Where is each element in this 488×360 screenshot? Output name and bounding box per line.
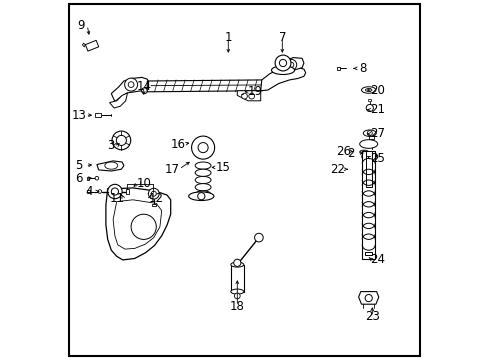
Bar (95, 113, 101, 117)
Circle shape (98, 190, 102, 193)
Polygon shape (109, 93, 127, 108)
Circle shape (366, 153, 372, 160)
Text: 9: 9 (77, 19, 84, 32)
Bar (87, 190, 89, 193)
Text: 3: 3 (107, 139, 114, 152)
Text: 20: 20 (369, 84, 385, 96)
Text: 25: 25 (369, 152, 385, 165)
Ellipse shape (230, 262, 244, 267)
Bar (125, 189, 129, 194)
Text: 6: 6 (75, 172, 82, 185)
Circle shape (111, 188, 118, 195)
Circle shape (288, 62, 293, 67)
Ellipse shape (359, 140, 377, 148)
Text: 5: 5 (75, 159, 82, 172)
Text: 13: 13 (71, 109, 86, 122)
Circle shape (128, 82, 134, 87)
Ellipse shape (188, 192, 213, 201)
Bar (365, 151, 371, 187)
Circle shape (191, 136, 214, 159)
Polygon shape (97, 161, 123, 171)
Ellipse shape (230, 289, 244, 294)
Ellipse shape (104, 162, 118, 169)
Circle shape (248, 93, 254, 99)
Text: 14: 14 (136, 80, 151, 93)
Polygon shape (106, 188, 170, 260)
Text: 18: 18 (229, 300, 244, 312)
Text: 10: 10 (136, 177, 151, 190)
Circle shape (131, 214, 156, 239)
Circle shape (279, 59, 286, 67)
Circle shape (366, 104, 373, 112)
Circle shape (148, 188, 159, 199)
Polygon shape (85, 40, 99, 51)
Ellipse shape (195, 176, 211, 184)
Polygon shape (358, 292, 378, 304)
Polygon shape (113, 200, 162, 249)
Text: 17: 17 (164, 163, 180, 176)
Circle shape (366, 131, 371, 136)
Circle shape (233, 259, 241, 266)
Circle shape (112, 131, 130, 150)
Text: 1: 1 (224, 31, 232, 44)
Bar (365, 252, 371, 255)
Text: 11: 11 (109, 192, 124, 204)
Ellipse shape (195, 169, 211, 176)
Circle shape (241, 93, 247, 99)
Ellipse shape (363, 130, 375, 136)
Text: 8: 8 (359, 62, 366, 75)
Text: 2: 2 (346, 147, 354, 159)
Text: 23: 23 (364, 310, 379, 323)
Text: 26: 26 (335, 145, 350, 158)
Circle shape (254, 233, 263, 242)
Bar (151, 204, 156, 206)
Circle shape (285, 59, 296, 70)
Polygon shape (237, 91, 260, 101)
Circle shape (275, 55, 290, 71)
Circle shape (234, 293, 240, 299)
Circle shape (198, 143, 208, 153)
Polygon shape (111, 77, 149, 102)
Polygon shape (260, 67, 305, 91)
Circle shape (124, 78, 137, 91)
Circle shape (107, 184, 122, 199)
Bar (367, 99, 370, 101)
Bar (230, 265, 244, 292)
Text: 15: 15 (215, 161, 230, 174)
Text: 4: 4 (85, 185, 93, 198)
Bar (368, 136, 373, 139)
Ellipse shape (195, 184, 211, 191)
Text: 24: 24 (369, 253, 385, 266)
Circle shape (197, 193, 204, 200)
Text: 19: 19 (247, 85, 262, 98)
Ellipse shape (195, 191, 211, 198)
Ellipse shape (365, 89, 371, 91)
Ellipse shape (359, 150, 367, 154)
Text: 22: 22 (330, 163, 345, 176)
Polygon shape (276, 58, 303, 70)
Ellipse shape (361, 87, 375, 93)
Circle shape (151, 191, 156, 196)
Ellipse shape (195, 162, 211, 169)
Bar (362, 151, 374, 259)
Circle shape (95, 176, 99, 180)
Bar (87, 177, 89, 180)
Ellipse shape (271, 66, 294, 75)
Text: 12: 12 (148, 192, 163, 204)
Text: 21: 21 (369, 103, 385, 116)
Ellipse shape (361, 152, 377, 161)
Text: 7: 7 (278, 31, 285, 44)
Circle shape (116, 135, 126, 145)
Circle shape (365, 294, 371, 302)
Bar (337, 67, 339, 70)
Polygon shape (147, 80, 264, 92)
Circle shape (141, 88, 147, 94)
Circle shape (362, 150, 365, 153)
Text: 27: 27 (369, 127, 385, 140)
Text: 16: 16 (170, 138, 185, 150)
